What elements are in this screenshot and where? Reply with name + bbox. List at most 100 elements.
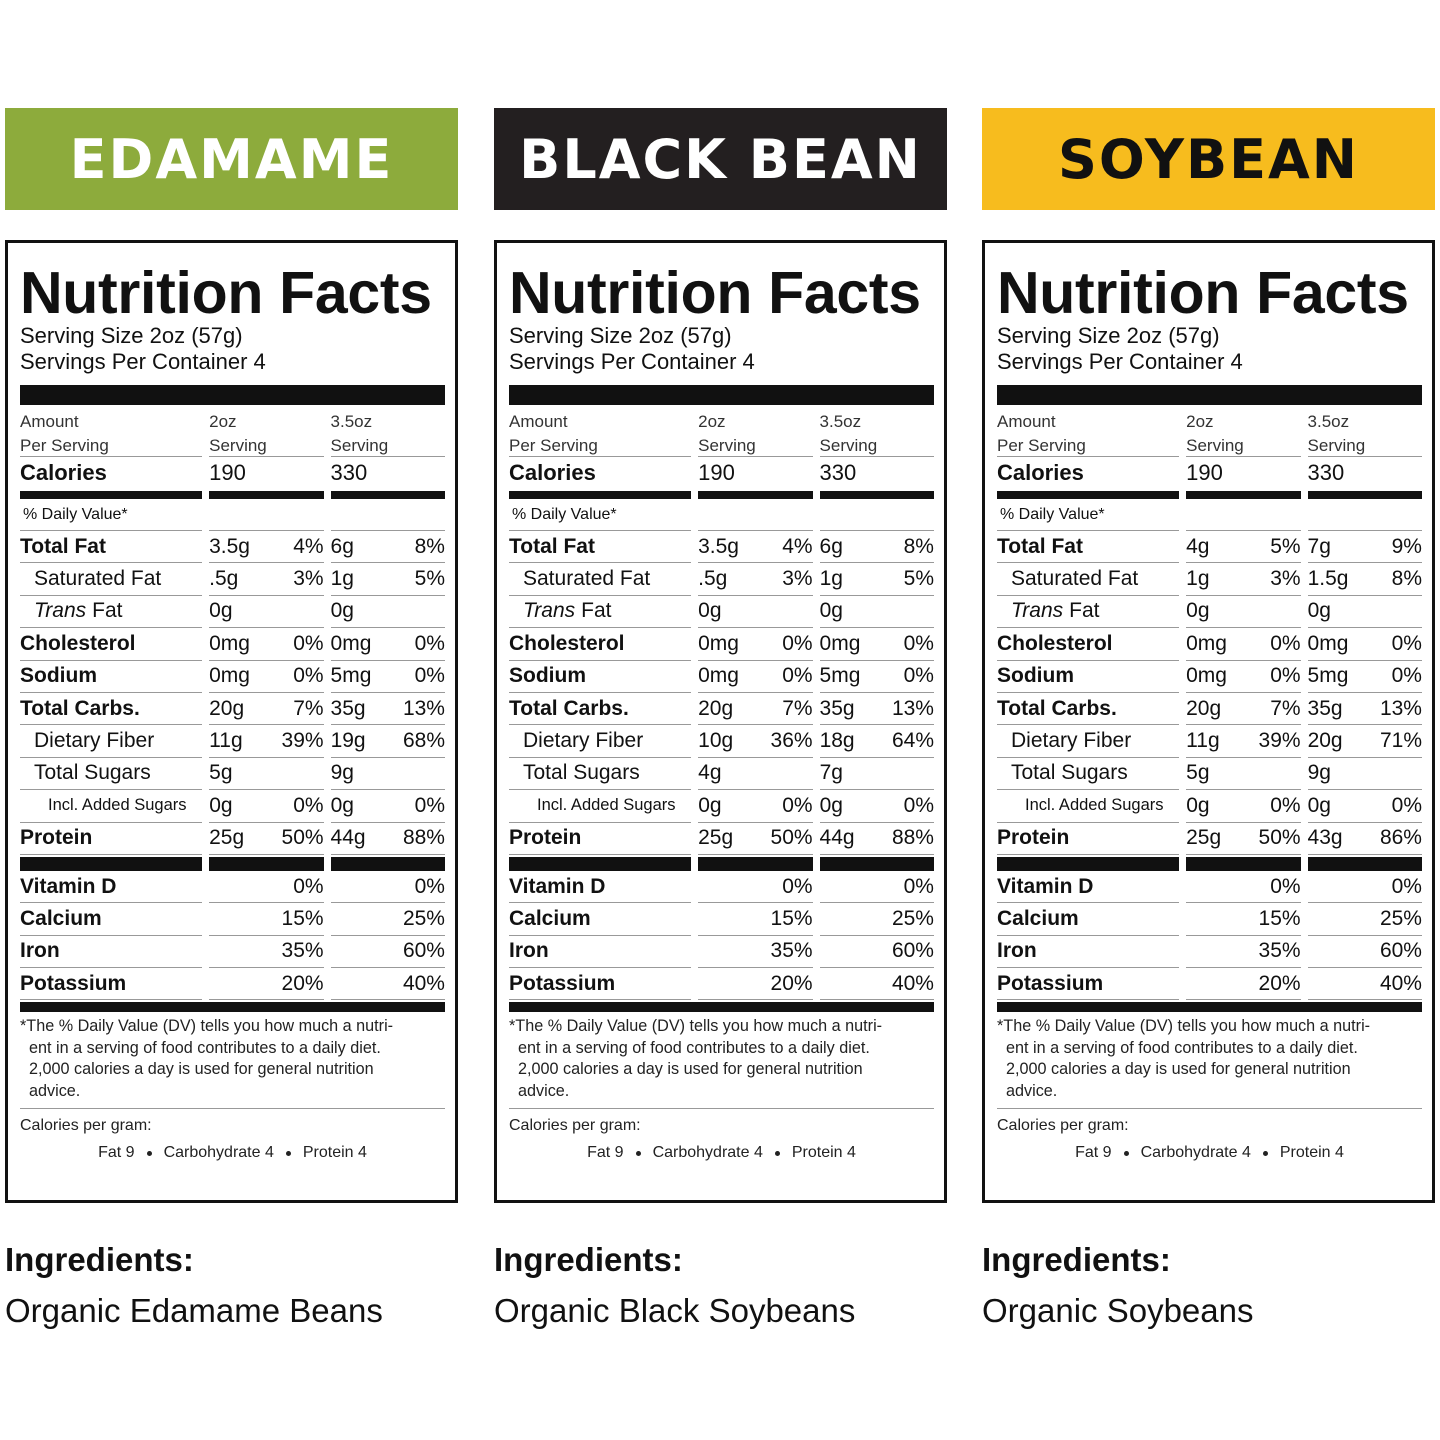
- vitamin-value: 25%: [1307, 903, 1422, 936]
- amount: 6g: [819, 534, 843, 558]
- nutrient-label: Trans Fat: [20, 596, 203, 629]
- nutrient-row: Dietary Fiber 10g 36% 18g 64%: [509, 725, 934, 758]
- bar-segment: [819, 856, 934, 871]
- nutrient-row: Protein 25g 50% 44g 88%: [20, 823, 445, 855]
- header-text: Serving: [209, 436, 267, 455]
- nutrient-row: Incl. Added Sugars 0g 0% 0g 0%: [997, 790, 1422, 823]
- footnote-line: advice.: [29, 1081, 81, 1100]
- amount: 20g: [1186, 696, 1222, 720]
- nutrient-label: Incl. Added Sugars: [509, 790, 692, 823]
- amount: 0g: [819, 599, 843, 623]
- amount: 1g: [819, 567, 843, 591]
- bar: [20, 491, 445, 499]
- header-cell: 3.5oz Serving: [330, 405, 445, 457]
- amount: 0mg: [1186, 664, 1227, 688]
- amount: 5mg: [1307, 664, 1349, 688]
- calories-value: 330: [330, 460, 368, 485]
- nutrient-cell: 0mg 0%: [698, 628, 813, 661]
- header-text: 2oz: [698, 412, 726, 431]
- nutrient-row: Saturated Fat 1g 3% 1.5g 8%: [997, 563, 1422, 596]
- label-title: Nutrition Facts: [509, 260, 921, 326]
- daily-value: 9%: [1391, 534, 1422, 558]
- amount: 18g: [819, 729, 855, 753]
- panel: SOYBEAN Nutrition Facts Serving Size 2oz (…: [982, 0, 1435, 1440]
- vitamin-value: 40%: [819, 968, 934, 1001]
- calories-per-gram-items: Fat 9 Carbohydrate 4 Protein 4: [509, 1144, 934, 1162]
- nutrient-label: Trans Fat: [509, 596, 692, 629]
- daily-value: 39%: [1258, 729, 1301, 753]
- header-cell: 3.5oz Serving: [819, 405, 934, 457]
- amount: 0mg: [209, 631, 250, 655]
- vitamin-value: 0%: [1186, 871, 1301, 904]
- calories-value: 330: [1307, 460, 1345, 485]
- vitamin-row: Potassium 20% 40%: [509, 968, 934, 1001]
- daily-value: 0%: [414, 631, 445, 655]
- nutrient-row: Cholesterol 0mg 0% 0mg 0%: [20, 628, 445, 661]
- servings: Servings Per Container 4: [509, 349, 755, 374]
- daily-value: 3%: [1270, 567, 1301, 591]
- rule: [20, 1108, 445, 1110]
- vitamin-value: 15%: [209, 903, 324, 936]
- calorie-item: Carbohydrate 4: [1140, 1144, 1251, 1162]
- vitamin-value: 60%: [819, 936, 934, 969]
- calorie-item: Fat 9: [98, 1144, 135, 1162]
- nutrient-cell: 0g 0%: [819, 790, 934, 823]
- bar-segment: [509, 491, 692, 499]
- amount: 5mg: [819, 664, 861, 688]
- vitamin-value: 40%: [1307, 968, 1422, 1001]
- nutrient-cell: 1.5g 8%: [1307, 563, 1422, 596]
- header-cell: Amount Per Serving: [997, 405, 1180, 457]
- bar-segment: [209, 491, 324, 499]
- nutrient-cell: 7g: [819, 758, 934, 791]
- vitamin-value: 25%: [330, 903, 445, 936]
- amount: 0g: [1307, 599, 1331, 623]
- amount: 1g: [330, 567, 354, 591]
- nutrition-label: Nutrition Facts Serving Size 2oz (57g) Ser…: [494, 240, 947, 1203]
- header-cell: 2oz Serving: [209, 405, 324, 457]
- nutrient-label: Total Carbs.: [997, 693, 1180, 726]
- bar-segment: [1307, 491, 1422, 499]
- nutrient-cell: 6g 8%: [819, 531, 934, 564]
- nutrient-cell: 0g: [819, 596, 934, 629]
- nutrient-cell: 11g 39%: [209, 725, 324, 758]
- nutrient-cell: 44g 88%: [819, 823, 934, 855]
- bar-segment: [997, 491, 1180, 499]
- nutrient-label: Dietary Fiber: [20, 725, 203, 758]
- daily-value: 3%: [782, 567, 813, 591]
- footnote-line: *The % Daily Value (DV) tells you how mu…: [20, 1017, 394, 1036]
- nutrient-cell: 9g: [330, 758, 445, 791]
- nutrient-cell: 20g 71%: [1307, 725, 1422, 758]
- ingredients-text: Organic Black Soybeans: [494, 1292, 856, 1329]
- header-text: Amount: [20, 412, 79, 431]
- bar-segment: [330, 491, 445, 499]
- label-title: Nutrition Facts: [20, 260, 432, 326]
- nutrient-row: Total Fat 3.5g 4% 6g 8%: [509, 531, 934, 564]
- daily-value: 0%: [414, 664, 445, 688]
- nutrient-row: Saturated Fat .5g 3% 1g 5%: [509, 563, 934, 596]
- vitamin-label: Calcium: [20, 903, 203, 936]
- vitamin-value: 25%: [819, 903, 934, 936]
- calories-row: Calories 190 330: [997, 457, 1422, 489]
- nutrition-label: Nutrition Facts Serving Size 2oz (57g) Ser…: [5, 240, 458, 1203]
- nutrient-label: Dietary Fiber: [997, 725, 1180, 758]
- amount: 4g: [698, 761, 722, 785]
- calories-value: 190: [698, 460, 735, 485]
- amount: 0mg: [698, 631, 739, 655]
- header-text: Serving: [1186, 436, 1244, 455]
- amount: 0g: [698, 599, 722, 623]
- bar: [509, 491, 934, 499]
- footnote: *The % Daily Value (DV) tells you how mu…: [20, 1016, 445, 1102]
- header-text: Per Serving: [509, 436, 598, 455]
- header-text: 3.5oz: [1307, 412, 1350, 431]
- nutrient-cell: 35g 13%: [1307, 693, 1422, 726]
- vitamin-value: 0%: [209, 871, 324, 904]
- nutrient-label: Total Carbs.: [20, 693, 203, 726]
- label-italic: Trans: [1011, 599, 1064, 623]
- cell: [1307, 499, 1423, 531]
- label-italic: Trans: [523, 599, 576, 623]
- calorie-item: Protein 4: [791, 1144, 856, 1162]
- nutrient-row: Cholesterol 0mg 0% 0mg 0%: [997, 628, 1422, 661]
- daily-value: 0%: [414, 793, 445, 817]
- vitamin-label: Calcium: [997, 903, 1180, 936]
